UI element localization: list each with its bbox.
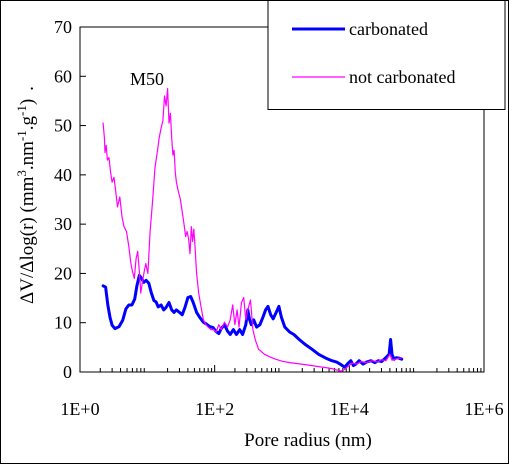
legend-box	[267, 0, 506, 110]
svg-text:ΔV/Δlog(r) (mm3.nm-1.g-1).: ΔV/Δlog(r) (mm3.nm-1.g-1).	[14, 86, 39, 304]
y-axis-label-close: )	[17, 99, 38, 105]
y-tick-label: 50	[54, 116, 72, 136]
y-tick-label: 10	[54, 313, 72, 333]
y-tick-label: 70	[54, 17, 72, 37]
y-tick-label: 40	[54, 165, 72, 185]
axes: 0 10 20 30 40 50 60 70 1E+0 1E+2 1E+4 1E+6	[54, 17, 504, 419]
legend: carbonated not carbonated	[267, 0, 506, 110]
x-axis-label: Pore radius (nm)	[244, 430, 372, 451]
x-tick-label: 1E+6	[464, 399, 503, 419]
series-layer	[101, 88, 404, 372]
y-axis-label-sup-3: -1	[14, 105, 29, 116]
x-tick-label: 1E+4	[330, 399, 369, 419]
series-line-not-carbonated	[102, 88, 403, 372]
y-axis-label-g: .g	[17, 115, 38, 130]
y-tick-label: 0	[63, 362, 72, 382]
y-axis-label: ΔV/Δlog(r) (mm3.nm-1.g-1).	[14, 86, 39, 304]
y-axis-label-main: ΔV/Δlog(r) (mm	[17, 176, 38, 304]
y-tick-label: 30	[54, 214, 72, 234]
y-tick-label: 60	[54, 66, 72, 86]
y-axis-label-sup-2: -1	[14, 130, 29, 141]
x-tick-label: 1E+0	[60, 399, 99, 419]
panel-label: M50	[130, 69, 164, 89]
x-tick-label: 1E+2	[195, 399, 234, 419]
y-tick-label: 20	[54, 263, 72, 283]
y-axis-label-nm: .nm	[17, 141, 38, 170]
y-axis-label-sup-1: 3	[14, 170, 29, 177]
legend-label-carbonated: carbonated	[349, 19, 428, 39]
y-axis-label-trail: .	[17, 86, 38, 91]
legend-label-not-carbonated: not carbonated	[349, 67, 455, 87]
